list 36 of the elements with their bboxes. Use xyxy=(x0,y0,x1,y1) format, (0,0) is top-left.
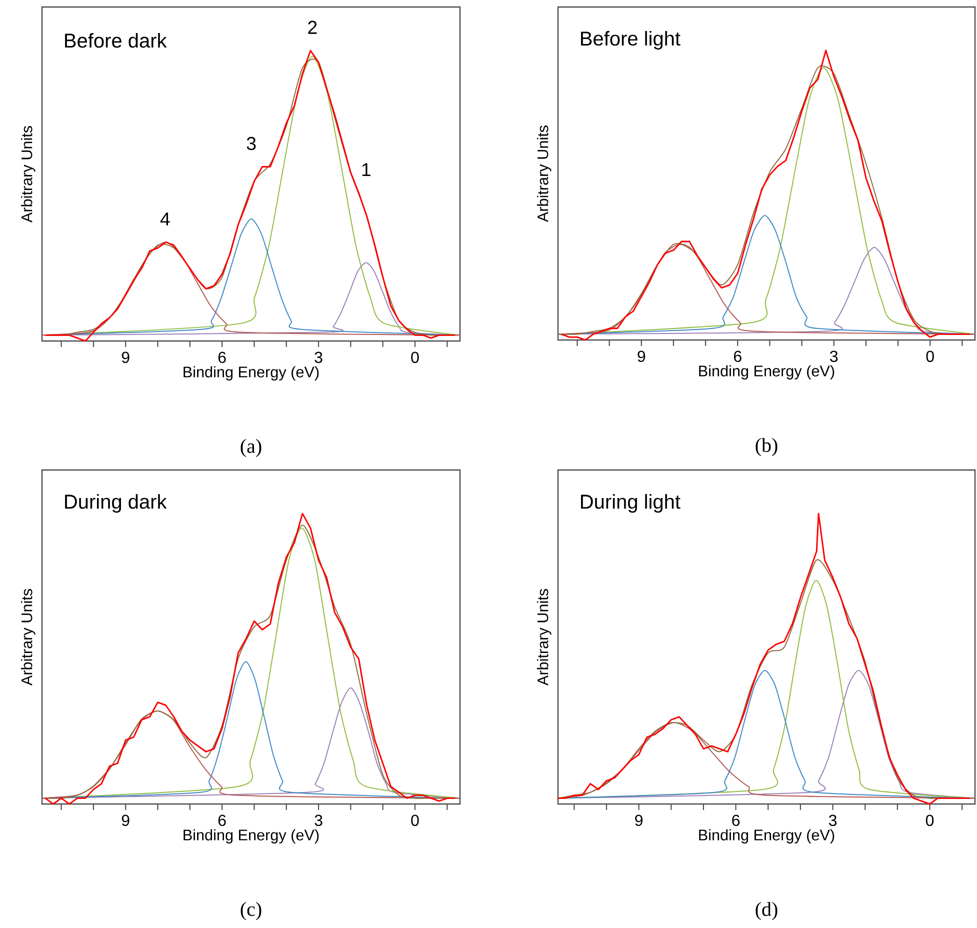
x-tick-label: 6 xyxy=(218,352,226,364)
chart-title: Before dark xyxy=(65,33,167,48)
text: 2 xyxy=(308,20,317,34)
x-tick-label: 9 xyxy=(638,350,646,362)
annotation: 4 xyxy=(160,212,170,226)
chart-title: Before light xyxy=(581,30,680,50)
x-tick-label: 9 xyxy=(122,352,130,364)
text: (c) xyxy=(240,902,262,920)
text: (a) xyxy=(240,438,262,458)
x-tick-label: 0 xyxy=(926,814,934,826)
x-axis-title: Binding Energy (eV) xyxy=(699,365,834,380)
y-axis-title: Arbitrary Units xyxy=(537,589,552,686)
annotation: 3 xyxy=(246,136,256,150)
text: (b) xyxy=(756,438,778,456)
x-tick-label: 9 xyxy=(635,814,643,826)
text: (d) xyxy=(756,902,778,920)
x-axis-title: Binding Energy (eV) xyxy=(184,829,319,844)
x-tick-label: 0 xyxy=(926,350,934,362)
x-tick-label: 3 xyxy=(314,814,322,826)
x-tick-label: 3 xyxy=(828,814,837,826)
x-tick-label: 0 xyxy=(411,814,419,826)
x-tick-label: 0 xyxy=(411,352,419,364)
x-tick-label: 3 xyxy=(830,350,838,362)
x-tick-label: 9 xyxy=(122,814,130,826)
x-tick-label: 6 xyxy=(734,350,742,362)
x-axis-title: Binding Energy (eV) xyxy=(184,366,319,380)
annotation: 1 xyxy=(362,163,370,176)
chart-title: During light xyxy=(581,494,680,513)
y-axis-title: Arbitrary Units xyxy=(21,126,36,223)
x-tick-label: 6 xyxy=(218,814,226,826)
chart-title: During dark xyxy=(65,494,167,513)
x-tick-label: 3 xyxy=(314,352,322,364)
x-axis-title: Binding Energy (eV) xyxy=(699,829,834,844)
y-axis-title: Arbitrary Units xyxy=(21,589,36,686)
x-tick-label: 6 xyxy=(732,814,740,826)
y-axis-title: Arbitrary Units xyxy=(537,126,552,222)
